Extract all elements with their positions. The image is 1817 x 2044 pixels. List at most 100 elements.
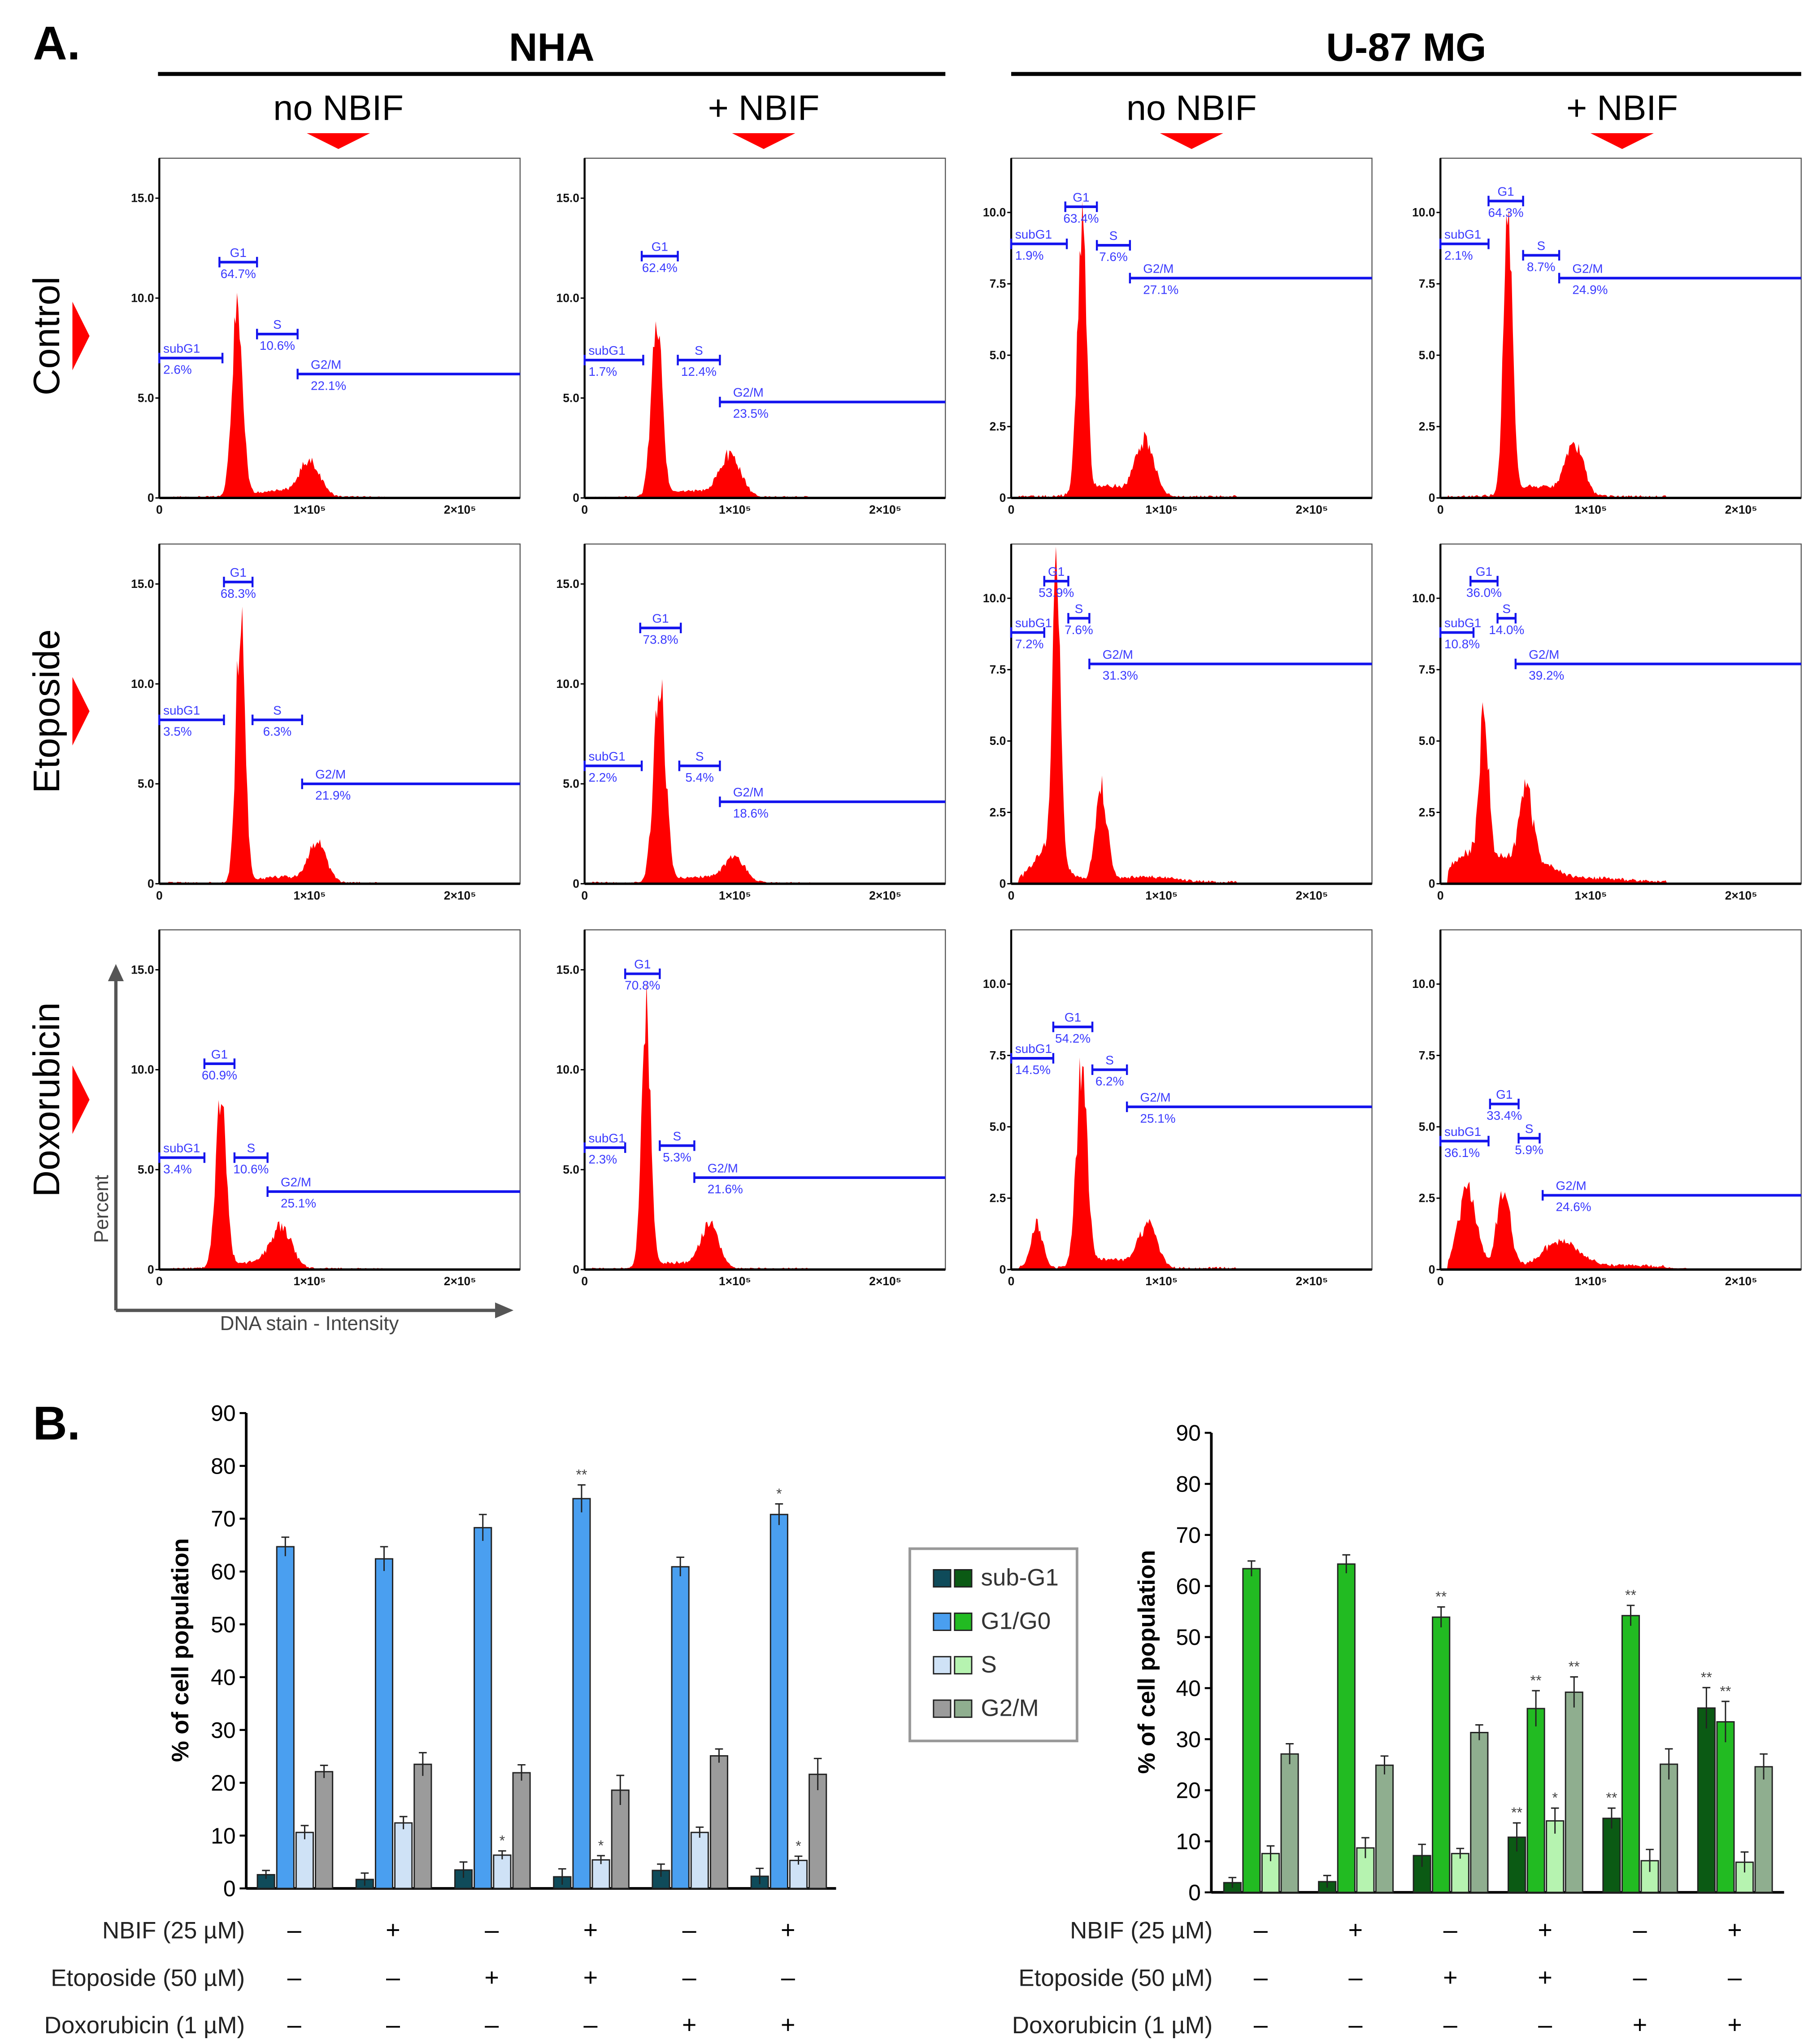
legend-swatch-u87	[954, 1699, 973, 1718]
histogram-panel	[155, 543, 521, 885]
condition-symbol: +	[1538, 1963, 1552, 1991]
bar-sub-g1	[256, 1874, 275, 1889]
gate-name-label: G1	[1048, 565, 1065, 578]
column-marker-triangle-icon	[1590, 133, 1654, 149]
y-tick-label: 7.5	[1419, 663, 1435, 676]
bar-g2-m	[809, 1774, 827, 1889]
y-tick-label: 0	[573, 491, 579, 504]
gate-name-label: G1	[1497, 185, 1514, 199]
x-tick-label: 2×10⁵	[1296, 503, 1328, 517]
x-tick-label: 0	[581, 889, 588, 902]
x-tick-label: 0	[1437, 503, 1444, 517]
row-label: Etoposide	[26, 629, 67, 793]
x-tick-label: 1×10⁵	[719, 889, 751, 902]
x-tick-label: 2×10⁵	[444, 889, 476, 902]
x-tick-label: 1×10⁵	[294, 889, 326, 902]
bar-g1-g0	[1242, 1568, 1261, 1893]
y-axis-title: Percent	[91, 1175, 113, 1243]
significance-marker: **	[1720, 1683, 1731, 1699]
legend-swatch-nha	[933, 1569, 952, 1588]
y-tick-label: 7.5	[1419, 277, 1435, 291]
y-tick-label: 7.5	[1419, 1048, 1435, 1062]
histogram-area	[1440, 209, 1801, 498]
condition-symbol: –	[1254, 2011, 1268, 2039]
bar-g2-m	[315, 1771, 334, 1889]
y-axis-title: % of cell population	[167, 1538, 194, 1762]
gate-name-label: S	[1109, 229, 1118, 243]
condition-symbol: –	[1633, 1916, 1647, 1944]
y-tick-label: 0	[573, 877, 579, 891]
bar-s	[789, 1860, 808, 1889]
gate-percent-label: 64.7%	[221, 267, 256, 281]
plot-frame	[159, 543, 521, 884]
condition-symbol: –	[287, 1916, 301, 1944]
y-tick-label: 7.5	[990, 277, 1006, 291]
gate-name-label: subG1	[163, 342, 200, 356]
gate-percent-label: 25.1%	[1140, 1111, 1176, 1125]
bar-g1-g0	[769, 1513, 788, 1889]
gate-name-label: subG1	[1015, 1042, 1052, 1056]
condition-label: Etoposide (50 µM)	[1018, 1965, 1213, 1991]
arrow-head-up-icon	[108, 964, 124, 981]
x-tick-label: 0	[156, 1274, 163, 1288]
condition-symbol: +	[386, 1916, 400, 1944]
gate-name-label: subG1	[588, 749, 625, 763]
condition-symbol: –	[1443, 1916, 1457, 1944]
gate-name-label: G2/M	[1529, 648, 1559, 661]
row-marker-triangle-icon	[72, 1065, 90, 1134]
panel-a-label: A.	[33, 17, 80, 70]
significance-marker: **	[1701, 1670, 1713, 1686]
legend	[908, 1547, 1078, 1743]
gate-percent-label: 25.1%	[281, 1196, 316, 1210]
legend-swatch-u87	[954, 1569, 973, 1588]
gate-percent-label: 39.2%	[1529, 669, 1564, 683]
gate-percent-label: 73.8%	[643, 633, 678, 647]
gate-percent-label: 63.4%	[1063, 211, 1099, 225]
legend-swatch-u87	[954, 1612, 973, 1631]
gate-name-label: G1	[230, 246, 247, 260]
y-tick-label: 0	[1188, 1880, 1201, 1905]
x-tick-label: 0	[581, 1274, 588, 1288]
y-tick-label: 20	[211, 1770, 236, 1796]
condition-symbol: –	[1443, 2011, 1457, 2039]
legend-label: S	[981, 1651, 996, 1678]
gate-name-label: S	[1537, 239, 1546, 253]
gate-percent-label: 36.0%	[1466, 586, 1502, 600]
plot-frame	[584, 543, 946, 884]
gate-name-label: S	[696, 749, 704, 763]
y-tick-label: 5.0	[138, 1163, 154, 1176]
bar-s	[493, 1854, 512, 1889]
y-tick-label: 2.5	[1419, 805, 1435, 819]
histogram-area	[1011, 547, 1372, 884]
y-tick-label: 5.0	[990, 1120, 1006, 1134]
gate-percent-label: 24.9%	[1572, 283, 1608, 296]
bar-g1-g0	[276, 1546, 295, 1889]
plot-frame	[584, 157, 946, 499]
histogram-panel	[1007, 929, 1373, 1271]
bar-g1-g0	[474, 1527, 492, 1889]
y-tick-label: 10	[1176, 1829, 1201, 1854]
y-tick-label: 5.0	[990, 734, 1006, 748]
x-tick-label: 0	[156, 889, 163, 902]
gate-name-label: G2/M	[1143, 261, 1174, 275]
histogram-area	[1440, 1182, 1801, 1270]
gate-percent-label: 8.7%	[1527, 260, 1556, 274]
row-marker-triangle-icon	[72, 677, 90, 746]
gate-percent-label: 62.4%	[642, 261, 678, 274]
y-tick-label: 30	[211, 1718, 236, 1743]
bar-g2-m	[1375, 1764, 1394, 1893]
gate-name-label: G1	[634, 957, 651, 971]
x-tick-label: 2×10⁵	[1296, 1274, 1328, 1288]
gate-name-label: G1	[1065, 1010, 1081, 1024]
bar-s	[591, 1859, 610, 1889]
column-marker-triangle-icon	[732, 133, 795, 149]
y-tick-label: 5.0	[990, 348, 1006, 362]
bar-s	[394, 1822, 413, 1889]
gate-percent-label: 14.0%	[1489, 623, 1524, 637]
condition-symbol: +	[1727, 1916, 1742, 1944]
x-tick-label: 1×10⁵	[1145, 889, 1178, 902]
gate-name-label: subG1	[588, 1131, 625, 1145]
x-tick-label: 1×10⁵	[294, 1274, 326, 1288]
bar-g2-m	[1754, 1766, 1773, 1893]
gate-name-label: G1	[1476, 565, 1492, 578]
